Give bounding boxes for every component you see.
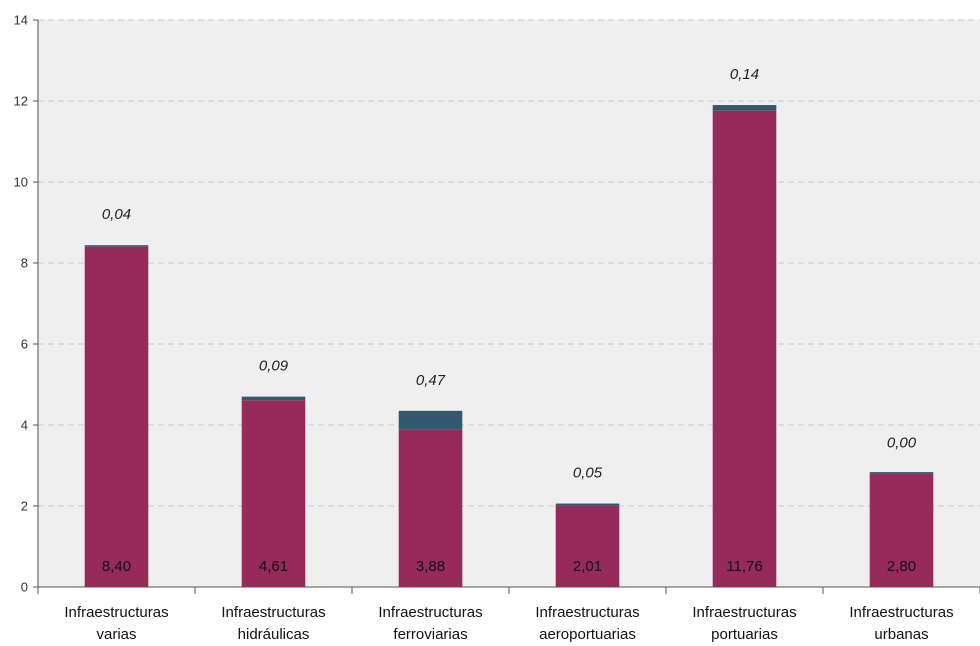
bar-segment-secondary: [84, 245, 149, 247]
x-category-label: Infraestructuras: [692, 604, 796, 621]
bar-segment-primary: [398, 429, 463, 587]
bar-segment-primary: [84, 246, 149, 588]
y-tick-label: 10: [14, 175, 28, 190]
x-category-label: portuarias: [711, 626, 778, 643]
bar-segment-primary: [869, 473, 934, 587]
bar-top-label: 0,09: [259, 358, 289, 375]
x-category-label: hidráulicas: [238, 626, 310, 643]
bar-value-label: 4,61: [259, 558, 288, 575]
x-category-label: Infraestructuras: [64, 604, 168, 621]
y-tick-label: 14: [14, 13, 28, 28]
bar-segment-secondary: [712, 105, 777, 111]
x-category-label: Infraestructuras: [221, 604, 325, 621]
bar-value-label: 11,76: [726, 558, 762, 575]
y-tick-label: 12: [14, 94, 28, 109]
bar-top-label: 0,47: [416, 372, 446, 389]
y-tick-label: 2: [21, 499, 28, 514]
bar-segment-secondary: [869, 472, 934, 474]
bar-value-label: 8,40: [102, 558, 131, 575]
bar-top-label: 0,05: [573, 465, 603, 482]
x-category-label: aeroportuarias: [539, 626, 636, 643]
y-tick-label: 4: [21, 418, 28, 433]
bar-value-label: 2,80: [887, 558, 916, 575]
bar-top-label: 0,04: [102, 206, 131, 223]
bars: [84, 105, 934, 588]
x-category-label: Infraestructuras: [535, 604, 639, 621]
bar-top-label: 0,00: [887, 435, 917, 452]
bar-value-label: 2,01: [573, 558, 602, 575]
bar-segment-primary: [555, 505, 620, 587]
x-category-label: varias: [96, 626, 136, 643]
x-category-label: ferroviarias: [393, 626, 467, 643]
plot-area: [38, 20, 980, 587]
x-category-label: urbanas: [874, 626, 928, 643]
bar-segment-primary: [241, 400, 306, 587]
bar-value-label: 3,88: [416, 558, 445, 575]
x-category-label: Infraestructuras: [849, 604, 953, 621]
bar-top-label: 0,14: [730, 66, 759, 83]
bar-segment-secondary: [241, 396, 306, 401]
axes: 0 2 4 6 8 10 12 14: [14, 13, 980, 595]
y-tick-label: 0: [21, 580, 28, 595]
labels: 8,40 0,04 Infraestructuras varias 4,61 0,09 In…: [64, 66, 953, 643]
bar-segment-secondary: [398, 410, 463, 430]
y-tick-label: 8: [21, 256, 28, 271]
bar-segment-secondary: [555, 503, 620, 506]
x-category-label: Infraestructuras: [378, 604, 482, 621]
y-tick-label: 6: [21, 337, 28, 352]
bar-segment-primary: [712, 110, 777, 587]
gridlines: [38, 19, 980, 507]
